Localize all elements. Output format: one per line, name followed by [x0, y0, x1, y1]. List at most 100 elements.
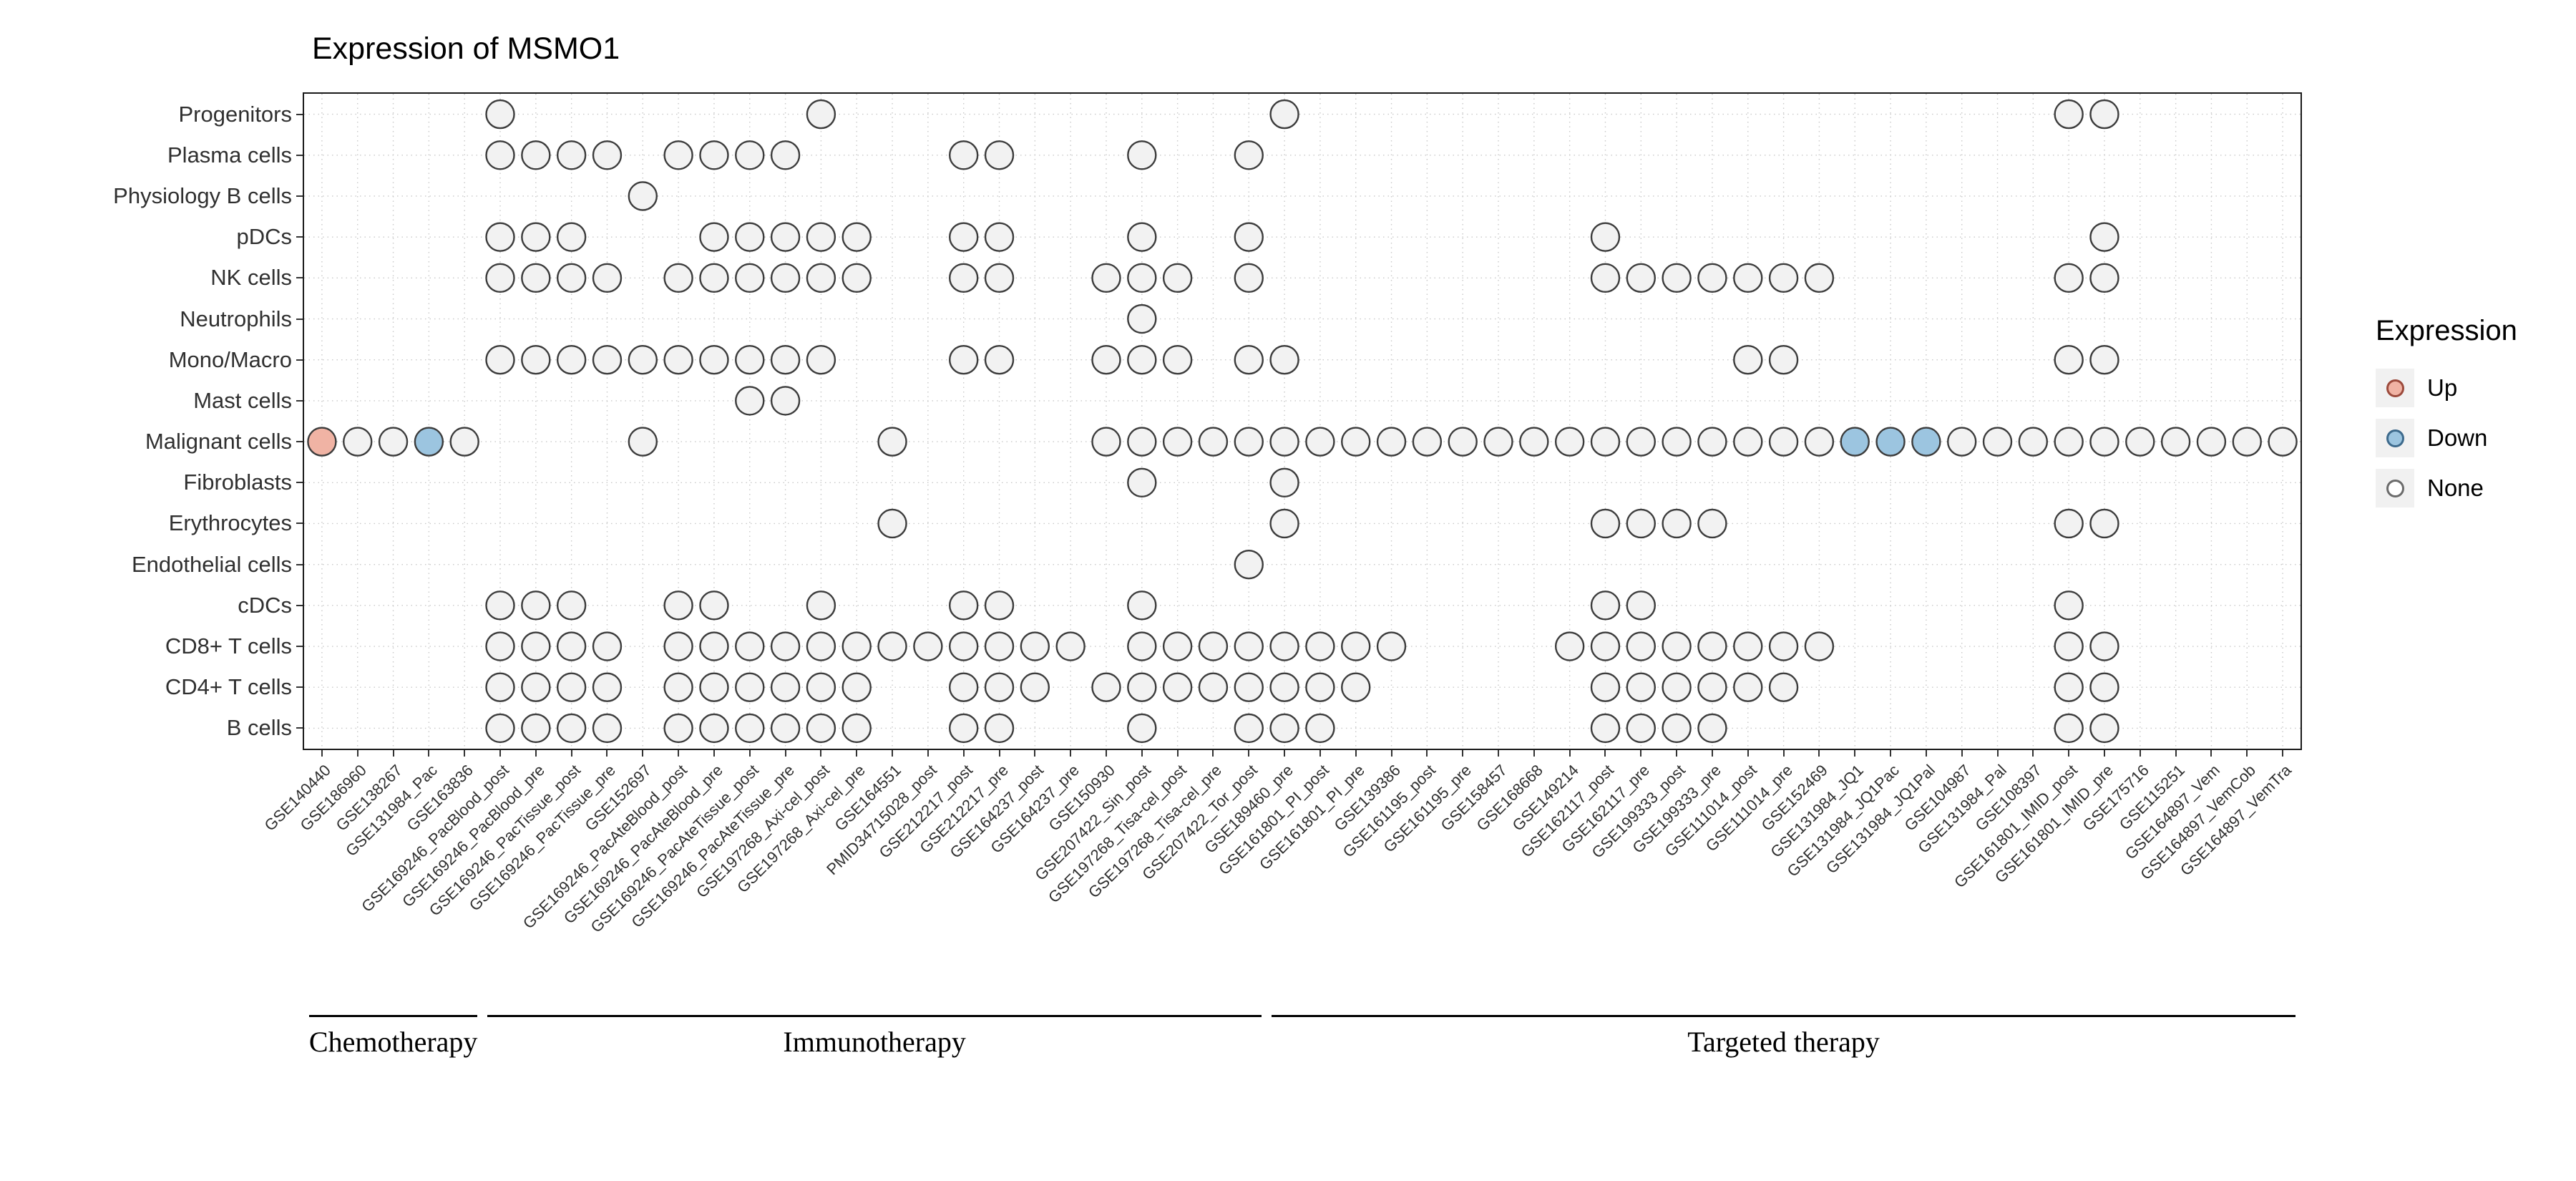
expression-dot-down — [1911, 427, 1941, 457]
x-axis-tick — [1854, 750, 1856, 757]
x-axis-tick — [1890, 750, 1892, 757]
expression-dot-none — [2089, 631, 2119, 661]
expression-dot-none — [1091, 427, 1121, 457]
y-axis-tick — [296, 113, 303, 115]
x-axis-tick — [784, 750, 786, 757]
y-axis-tick — [296, 441, 303, 443]
expression-dot-none — [1697, 631, 1727, 661]
expression-dot-none — [1590, 631, 1621, 661]
expression-dot-none — [1234, 631, 1264, 661]
expression-dot-none — [663, 590, 693, 621]
expression-dot-none — [1269, 345, 1299, 375]
expression-dot-none — [770, 140, 801, 170]
expression-dot-none — [1162, 345, 1193, 375]
expression-dot-none — [2089, 345, 2119, 375]
expression-dot-none — [1127, 631, 1157, 661]
expression-dot-none — [663, 345, 693, 375]
legend-key — [2376, 369, 2414, 407]
expression-dot-none — [2054, 631, 2084, 661]
x-axis-tick — [856, 750, 858, 757]
y-axis-tick — [296, 686, 303, 689]
x-axis-tick — [1711, 750, 1713, 757]
dot-matrix-svg — [304, 94, 2301, 749]
expression-dot-none — [984, 713, 1015, 744]
y-axis-tick — [296, 195, 303, 197]
expression-dot-none — [770, 631, 801, 661]
y-axis-label: Mast cells — [193, 387, 292, 413]
expression-dot-none — [2160, 427, 2191, 457]
expression-dot-none — [485, 222, 515, 252]
expression-dot-none — [1127, 713, 1157, 744]
x-axis-tick — [1996, 750, 1999, 757]
expression-dot-none — [1127, 345, 1157, 375]
expression-dot-none — [1412, 427, 1443, 457]
expression-dot-none — [1198, 631, 1229, 661]
legend-label: Up — [2427, 374, 2458, 401]
expression-dot-none — [699, 222, 729, 252]
expression-dot-none — [1448, 427, 1478, 457]
expression-dot-none — [2054, 99, 2084, 130]
expression-dot-none — [1804, 631, 1835, 661]
expression-dot-none — [841, 222, 872, 252]
y-axis-tick — [296, 646, 303, 648]
x-axis-tick — [2068, 750, 2070, 757]
expression-dot-none — [1626, 508, 1657, 539]
x-axis-tick — [1747, 750, 1749, 757]
expression-dot-none — [1198, 672, 1229, 702]
legend-label: Down — [2427, 424, 2488, 451]
expression-dot-none — [1234, 672, 1264, 702]
expression-dot-none — [2125, 427, 2155, 457]
expression-dot-none — [1946, 427, 1977, 457]
expression-dot-none — [841, 263, 872, 293]
expression-dot-none — [1626, 263, 1657, 293]
expression-dot-down — [1840, 427, 1870, 457]
expression-dot-none — [770, 386, 801, 416]
x-axis-tick — [1248, 750, 1250, 757]
x-axis-tick — [2175, 750, 2177, 757]
expression-dot-none — [699, 672, 729, 702]
expression-dot-none — [1341, 427, 1371, 457]
expression-dot-none — [1768, 672, 1799, 702]
expression-dot-none — [948, 222, 979, 252]
expression-dot-none — [521, 345, 551, 375]
expression-dot-none — [948, 713, 979, 744]
x-axis-tick — [1319, 750, 1321, 757]
expression-dot-none — [1590, 590, 1621, 621]
expression-dot-none — [806, 631, 836, 661]
expression-dot-none — [592, 631, 623, 661]
legend-key — [2376, 469, 2414, 507]
y-axis-tick — [296, 359, 303, 361]
x-axis-tick — [1462, 750, 1464, 757]
expression-dot-none — [1234, 427, 1264, 457]
expression-dot-none — [770, 345, 801, 375]
y-axis-tick — [296, 604, 303, 606]
expression-dot-none — [1234, 222, 1264, 252]
expression-dot-none — [485, 631, 515, 661]
expression-dot-none — [806, 222, 836, 252]
expression-dot-none — [1768, 345, 1799, 375]
expression-dot-none — [556, 590, 587, 621]
expression-dot-none — [1020, 672, 1050, 702]
expression-dot-up — [307, 427, 337, 457]
x-axis-tick — [2246, 750, 2248, 757]
expression-dot-none — [1162, 672, 1193, 702]
expression-dot-none — [2089, 99, 2119, 130]
expression-dot-none — [2089, 713, 2119, 744]
expression-dot-none — [2232, 427, 2262, 457]
x-axis-tick — [1355, 750, 1357, 757]
expression-dot-none — [1055, 631, 1085, 661]
expression-dot-none — [2054, 672, 2084, 702]
expression-dot-none — [1804, 263, 1835, 293]
x-axis-tick — [499, 750, 502, 757]
expression-dot-none — [1162, 263, 1193, 293]
expression-dot-none — [699, 140, 729, 170]
expression-dot-none — [984, 263, 1015, 293]
expression-dot-none — [1198, 427, 1229, 457]
x-axis-tick — [642, 750, 644, 757]
legend-item-down: Down — [2376, 419, 2517, 457]
expression-dot-none — [699, 631, 729, 661]
expression-dot-none — [735, 222, 765, 252]
expression-dot-none — [1590, 427, 1621, 457]
expression-dot-none — [628, 427, 658, 457]
expression-dot-none — [1234, 345, 1264, 375]
